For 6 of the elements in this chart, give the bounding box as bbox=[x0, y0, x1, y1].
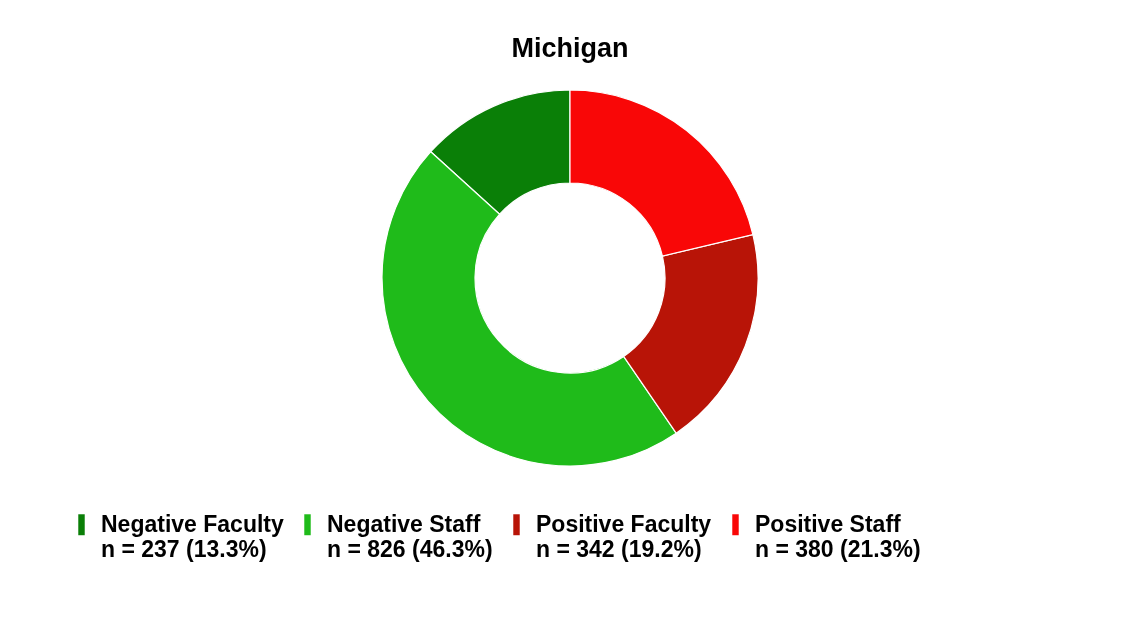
legend-label: Positive Faculty bbox=[536, 510, 712, 537]
chart-title: Michigan bbox=[511, 33, 629, 63]
legend-label: Negative Faculty bbox=[101, 510, 284, 537]
legend-label: Positive Staff bbox=[755, 510, 902, 537]
data-label: n = 380 (21.3%) bbox=[755, 535, 921, 562]
legend-label: Negative Staff bbox=[327, 510, 481, 537]
